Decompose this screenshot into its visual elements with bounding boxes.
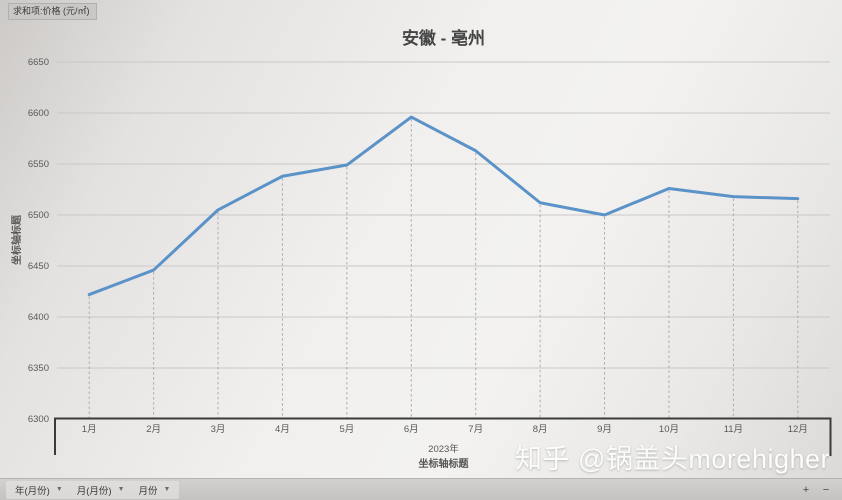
x-axis-year-label: 2023年 bbox=[428, 444, 459, 455]
svg-text:6400: 6400 bbox=[28, 312, 49, 323]
svg-text:4月: 4月 bbox=[275, 424, 290, 435]
svg-text:6500: 6500 bbox=[28, 210, 49, 221]
y-axis-title: 坐标轴标题 bbox=[12, 215, 23, 265]
svg-text:8月: 8月 bbox=[533, 424, 548, 435]
svg-text:2月: 2月 bbox=[146, 424, 161, 435]
svg-text:7月: 7月 bbox=[468, 424, 483, 435]
collapse-field-button[interactable]: − bbox=[822, 483, 830, 496]
svg-text:1月: 1月 bbox=[82, 424, 97, 435]
svg-text:6650: 6650 bbox=[28, 57, 49, 68]
expand-field-button[interactable]: + bbox=[802, 483, 810, 496]
svg-text:6月: 6月 bbox=[404, 424, 419, 435]
svg-text:9月: 9月 bbox=[597, 424, 612, 435]
chevron-down-icon: ▼ bbox=[163, 485, 171, 493]
svg-text:5月: 5月 bbox=[339, 424, 354, 435]
svg-text:12月: 12月 bbox=[788, 424, 808, 435]
field-button-month[interactable]: 月份 ▼ bbox=[134, 482, 176, 498]
field-button-year-month[interactable]: 年(月份) ▼ bbox=[10, 482, 68, 498]
field-button-label: 月(月份) bbox=[76, 485, 112, 497]
x-axis-title: 坐标轴标题 bbox=[418, 459, 469, 470]
svg-text:10月: 10月 bbox=[659, 424, 679, 435]
field-button-label: 月份 bbox=[138, 485, 158, 497]
svg-text:3月: 3月 bbox=[211, 424, 226, 435]
svg-text:6350: 6350 bbox=[28, 363, 49, 374]
watermark-text: 知乎 @锅盖头morehigher bbox=[515, 444, 830, 474]
svg-text:6550: 6550 bbox=[28, 159, 49, 170]
axis-field-buttons: 年(月份) ▼ 月(月份) ▼ 月份 ▼ bbox=[6, 480, 180, 499]
svg-text:6450: 6450 bbox=[28, 261, 49, 272]
chevron-down-icon: ▼ bbox=[117, 485, 125, 493]
svg-text:11月: 11月 bbox=[724, 424, 743, 435]
field-button-label: 年(月份) bbox=[15, 485, 50, 497]
value-field-button[interactable]: 求和项:价格 (元/㎡) bbox=[8, 3, 97, 20]
chevron-down-icon: ▼ bbox=[55, 485, 63, 493]
svg-text:6300: 6300 bbox=[28, 414, 49, 425]
pivot-field-bar: 年(月份) ▼ 月(月份) ▼ 月份 ▼ + − bbox=[0, 478, 842, 500]
svg-text:6600: 6600 bbox=[28, 108, 49, 119]
zoom-controls: + − bbox=[800, 484, 832, 496]
chart-title: 安徽 - 亳州 bbox=[401, 29, 486, 48]
field-button-month-of-month[interactable]: 月(月份) ▼ bbox=[72, 482, 130, 498]
